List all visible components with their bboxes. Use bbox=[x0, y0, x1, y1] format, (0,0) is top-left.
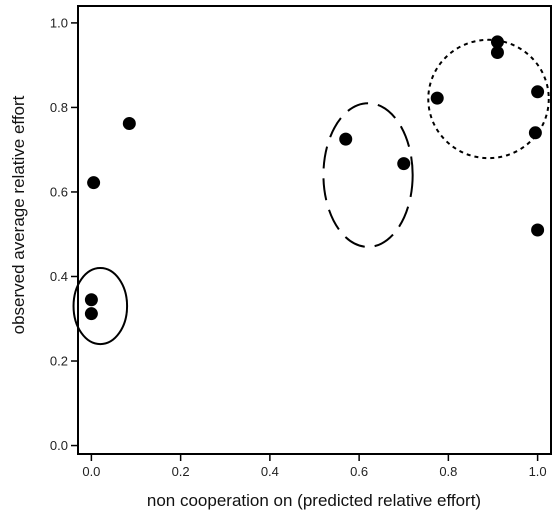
y-tick-label: 0.8 bbox=[50, 100, 68, 115]
data-point bbox=[531, 85, 545, 99]
x-tick-label: 1.0 bbox=[529, 464, 547, 479]
annotation-ellipse-solid bbox=[72, 267, 129, 346]
y-tick-label: 0.4 bbox=[50, 269, 68, 284]
y-axis-ticks: 0.0 0.2 0.4 0.6 0.8 1.0 bbox=[50, 15, 78, 453]
data-point bbox=[397, 157, 411, 171]
data-point bbox=[430, 91, 444, 105]
x-axis-ticks: 0.0 0.2 0.4 0.6 0.8 1.0 bbox=[82, 454, 547, 479]
y-axis-title: observed average relative effort bbox=[9, 95, 28, 334]
data-point bbox=[122, 116, 136, 130]
x-tick-label: 0.4 bbox=[261, 464, 279, 479]
x-tick-label: 0.0 bbox=[82, 464, 100, 479]
data-point bbox=[84, 307, 98, 321]
plot-frame bbox=[77, 5, 552, 455]
annotation-ellipse-long-dash bbox=[322, 102, 414, 248]
x-tick-label: 0.6 bbox=[350, 464, 368, 479]
data-point bbox=[339, 132, 353, 146]
data-point bbox=[84, 293, 98, 307]
data-point bbox=[490, 35, 504, 49]
x-tick-label: 0.2 bbox=[172, 464, 190, 479]
data-point bbox=[528, 126, 542, 140]
data-point bbox=[531, 223, 545, 237]
annotation-ellipse-dotted bbox=[427, 38, 550, 160]
annotation-group bbox=[72, 38, 550, 346]
data-point bbox=[87, 176, 101, 190]
data-points bbox=[84, 35, 545, 321]
data-point bbox=[490, 45, 504, 59]
y-tick-label: 0.2 bbox=[50, 354, 68, 369]
y-tick-label: 0.0 bbox=[50, 438, 68, 453]
y-tick-label: 0.6 bbox=[50, 184, 68, 199]
x-tick-label: 0.8 bbox=[439, 464, 457, 479]
y-tick-label: 1.0 bbox=[50, 15, 68, 30]
x-axis-title: non cooperation on (predicted relative e… bbox=[147, 491, 481, 510]
